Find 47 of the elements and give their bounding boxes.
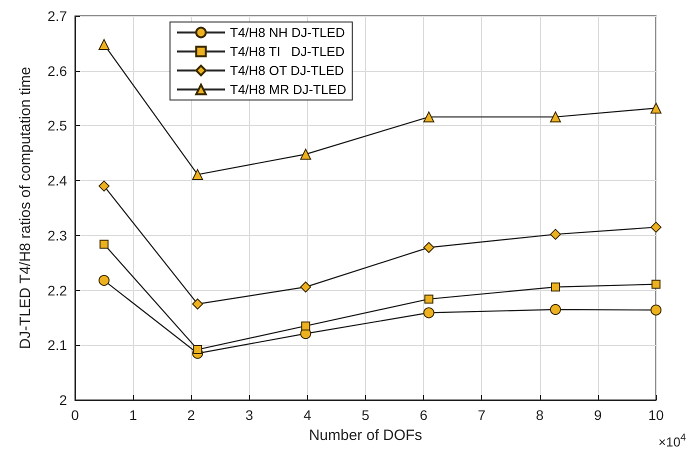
x-tick-label: 1 bbox=[129, 407, 138, 423]
x-tick-label: 6 bbox=[420, 407, 428, 423]
x-tick-label: 7 bbox=[478, 407, 486, 423]
y-tick-label: 2 bbox=[59, 392, 68, 408]
x-tick-label: 3 bbox=[245, 407, 254, 423]
legend-label: T4/H8 MR DJ-TLED bbox=[230, 82, 346, 97]
legend-label: T4/H8 TI DJ-TLED bbox=[230, 44, 345, 59]
point bbox=[193, 345, 202, 354]
point bbox=[300, 148, 312, 160]
point bbox=[300, 281, 312, 292]
point bbox=[650, 222, 662, 233]
point bbox=[98, 274, 110, 286]
point bbox=[652, 280, 660, 289]
x-axis-title: Number of DOFs bbox=[308, 427, 422, 444]
point bbox=[301, 321, 310, 330]
point bbox=[423, 111, 434, 122]
point bbox=[98, 39, 110, 50]
x-tick-label: 10 bbox=[648, 407, 664, 423]
x-tick-label: 9 bbox=[594, 407, 602, 423]
point bbox=[100, 240, 109, 249]
point bbox=[98, 180, 110, 192]
y-tick-label: 2.1 bbox=[48, 337, 68, 354]
y-tick-label: 2.5 bbox=[48, 118, 68, 134]
legend-label: T4/H8 NH DJ-TLED bbox=[230, 25, 345, 40]
point bbox=[550, 282, 560, 292]
y-tick-label: 2.6 bbox=[48, 62, 68, 79]
legend-label: T4/H8 OT DJ-TLED bbox=[230, 63, 344, 78]
y-tick-label: 2.2 bbox=[48, 282, 68, 298]
y-tick-label: 2.4 bbox=[48, 172, 68, 189]
point bbox=[650, 304, 662, 316]
y-axis-title: DJ-TLED T4/H8 ratios of computation time bbox=[17, 66, 34, 350]
point bbox=[424, 294, 434, 304]
point bbox=[650, 102, 662, 114]
point bbox=[423, 307, 434, 318]
y-tick-label: 2.3 bbox=[48, 227, 68, 244]
x-tick-label: 0 bbox=[71, 407, 80, 423]
point bbox=[550, 304, 561, 315]
point bbox=[423, 242, 434, 253]
x-tick-label: 5 bbox=[362, 407, 370, 423]
y-tick-label: 2.7 bbox=[48, 8, 68, 24]
point bbox=[192, 298, 204, 310]
point bbox=[550, 111, 561, 122]
point bbox=[550, 228, 561, 240]
x-tick-label: 2 bbox=[187, 407, 196, 423]
x-tick-label: 8 bbox=[536, 407, 544, 423]
x-tick-label: 4 bbox=[304, 407, 312, 423]
point bbox=[192, 169, 204, 180]
